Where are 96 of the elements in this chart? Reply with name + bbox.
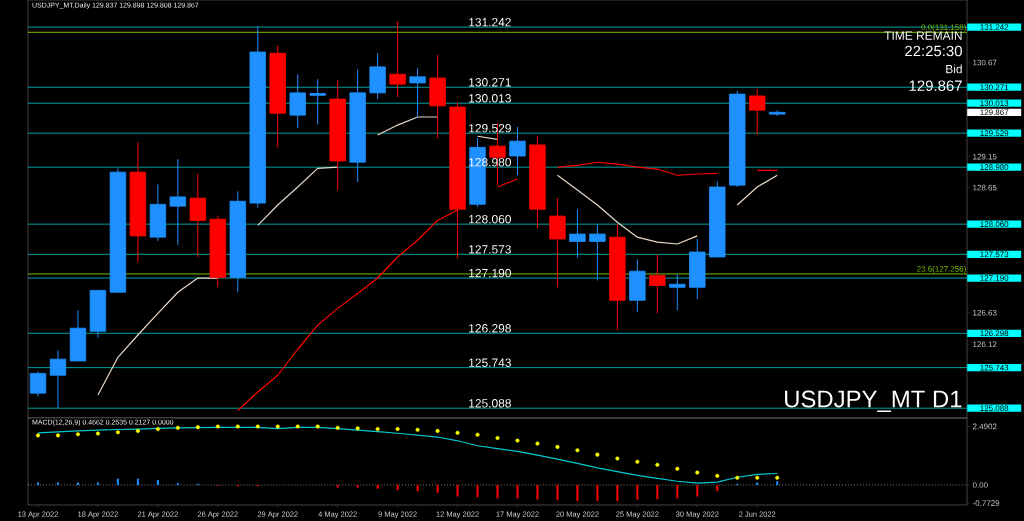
point: [375, 427, 380, 432]
candlestick: [649, 254, 666, 314]
point: [435, 428, 440, 433]
point: [135, 428, 140, 433]
bar: [696, 485, 699, 497]
point: [315, 424, 320, 429]
ref-line-label: 130.013: [469, 94, 511, 103]
point: [755, 475, 760, 480]
bar: [636, 485, 639, 500]
point: [55, 433, 60, 438]
bar: [416, 485, 419, 492]
ref-line-label: 128.060: [469, 215, 511, 224]
ref-line-label: 126.298: [469, 324, 511, 333]
annotation: Bid: [946, 64, 962, 74]
point: [595, 452, 600, 457]
bar: [56, 482, 59, 485]
annotation: TIME REMAIN: [884, 31, 962, 40]
ref-line-label: 127.573: [469, 245, 511, 254]
point: [36, 433, 40, 438]
candlestick: [189, 173, 207, 258]
point: [215, 424, 220, 429]
bar: [456, 485, 459, 497]
annotation: 22:25:30: [905, 45, 962, 57]
bar: [356, 485, 359, 488]
candlestick: [289, 73, 306, 129]
bar: [37, 482, 39, 485]
point: [735, 475, 740, 480]
ref-line-label: 131.242: [469, 17, 511, 27]
point: [635, 459, 640, 464]
bar: [436, 485, 439, 493]
bar: [376, 485, 379, 489]
point: [675, 466, 680, 471]
bar: [536, 485, 539, 500]
candlestick: [749, 88, 766, 135]
point: [555, 444, 560, 449]
bar: [336, 485, 339, 488]
annotation: 129.867: [909, 80, 962, 91]
candlestick: [409, 67, 426, 118]
bar: [476, 485, 479, 498]
candlestick: [389, 20, 406, 98]
candlestick: [569, 208, 586, 259]
point: [355, 426, 360, 431]
bar: [556, 485, 559, 501]
ref-line-label: 125.743: [469, 358, 511, 367]
candlestick: [49, 349, 67, 409]
point: [395, 427, 400, 432]
point: [255, 424, 260, 429]
ref-line-label: 130.271: [469, 78, 511, 87]
candlestick: [509, 126, 526, 176]
annotation: USDJPY_MT D1: [785, 390, 962, 412]
point: [75, 432, 80, 437]
bar: [96, 482, 99, 485]
point: [455, 430, 460, 435]
bar: [776, 481, 779, 485]
point: [195, 425, 200, 430]
candlestick: [169, 158, 187, 246]
bar: [596, 485, 599, 501]
bar: [516, 485, 519, 499]
bar: [576, 485, 579, 501]
point: [655, 462, 660, 467]
point: [515, 438, 520, 443]
point: [495, 435, 500, 440]
bar: [656, 485, 659, 500]
bar: [136, 478, 139, 485]
bar: [496, 485, 499, 499]
point: [775, 475, 780, 480]
point: [235, 424, 240, 429]
point: [275, 424, 280, 429]
point: [615, 456, 620, 461]
point: [575, 448, 580, 453]
point: [475, 432, 480, 437]
ref-line-label: 125.088: [469, 399, 511, 408]
ref-line-label: 127.190: [469, 268, 511, 278]
point: [295, 424, 300, 429]
candlestick: [589, 223, 606, 282]
bar: [756, 482, 759, 485]
candlestick: [549, 197, 566, 288]
bar: [716, 485, 719, 492]
candlestick: [29, 371, 47, 397]
bar: [116, 478, 119, 485]
point: [695, 470, 700, 475]
bar: [76, 482, 79, 485]
point: [175, 425, 180, 430]
bar: [616, 485, 619, 501]
point: [535, 441, 540, 446]
candlestick: [669, 273, 686, 311]
bar: [156, 479, 159, 485]
candlestick: [309, 78, 326, 125]
point: [95, 431, 100, 436]
bar: [396, 485, 399, 491]
point: [715, 473, 720, 478]
point: [415, 427, 420, 432]
point: [155, 427, 160, 432]
point: [335, 425, 340, 430]
bar: [676, 485, 679, 499]
point: [115, 430, 120, 435]
